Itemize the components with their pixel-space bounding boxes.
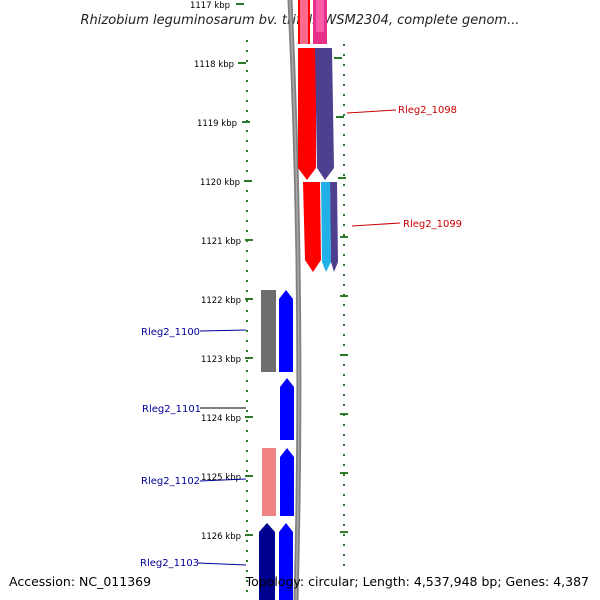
cds-rleg2-1103-arrow[interactable] [279,523,293,600]
gene-label-rleg2-1103[interactable]: Rleg2_1103 [140,558,199,569]
cds-rleg2-1098-arrow[interactable] [315,48,334,180]
cds-rleg2-1099-cyan[interactable] [321,182,331,272]
gene-label-group-rleg2-1099[interactable]: Rleg2_1099 [351,219,462,230]
gene-rleg2-1100-gray[interactable] [261,290,276,372]
gene-label-rleg2-1102[interactable]: Rleg2_1102 [141,476,200,487]
gene-label-group-rleg2-1102[interactable]: Rleg2_1102 [141,476,247,487]
topology-summary-text: Topology: circular; Length: 4,537,948 bp… [245,574,589,589]
leader-line-rleg2-1099 [351,222,401,227]
gene-label-rleg2-1099[interactable]: Rleg2_1099 [403,219,462,230]
kbp-label-1120: 1120 kbp [200,178,240,188]
partial-gene-top-pink-inner [300,0,308,44]
leader-line-rleg2-1102 [199,478,247,482]
gene-label-group-rleg2-1098[interactable]: Rleg2_1098 [346,105,457,116]
cds-rleg2-1102-arrow[interactable] [280,448,294,516]
kbp-label-1117: 1117 kbp [190,1,230,11]
partial-gene-top-magenta-light [316,0,324,32]
kbp-label-1122: 1122 kbp [201,296,241,306]
gene-label-group-rleg2-1100[interactable]: Rleg2_1100 [141,327,247,338]
gene-label-group-rleg2-1101[interactable]: Rleg2_1101 [142,404,246,415]
gene-label-rleg2-1100[interactable]: Rleg2_1100 [141,327,200,338]
leader-line-rleg2-1103 [197,562,247,566]
leader-line-rleg2-1100 [199,329,247,332]
gene-label-rleg2-1098[interactable]: Rleg2_1098 [398,105,457,116]
kbp-label-1124: 1124 kbp [201,414,241,424]
cds-rleg2-1100-arrow[interactable] [279,290,293,372]
gene-label-rleg2-1101[interactable]: Rleg2_1101 [142,404,201,415]
kbp-label-1121: 1121 kbp [201,237,241,247]
genome-backbone-highlight [289,0,300,600]
gene-rleg2-1103-navy[interactable] [259,523,275,600]
gene-rleg2-1098-arrow[interactable] [298,48,316,180]
accession-text: Accession: NC_011369 [9,574,151,589]
gene-rleg2-1099-arrow[interactable] [303,182,321,272]
leader-line-rleg2-1098 [346,109,397,114]
kbp-label-1126: 1126 kbp [201,532,241,542]
kbp-label-1119: 1119 kbp [197,119,237,129]
kbp-label-1125: 1125 kbp [201,473,241,483]
cds-rleg2-1101-arrow[interactable] [280,378,294,440]
kbp-label-1123: 1123 kbp [201,355,241,365]
kbp-tick-marks [236,3,348,536]
cds-rleg2-1099-purple[interactable] [330,182,338,272]
kbp-label-1118: 1118 kbp [194,60,234,70]
gene-label-group-rleg2-1103[interactable]: Rleg2_1103 [140,558,247,569]
gene-rleg2-1102-pink[interactable] [262,448,276,516]
